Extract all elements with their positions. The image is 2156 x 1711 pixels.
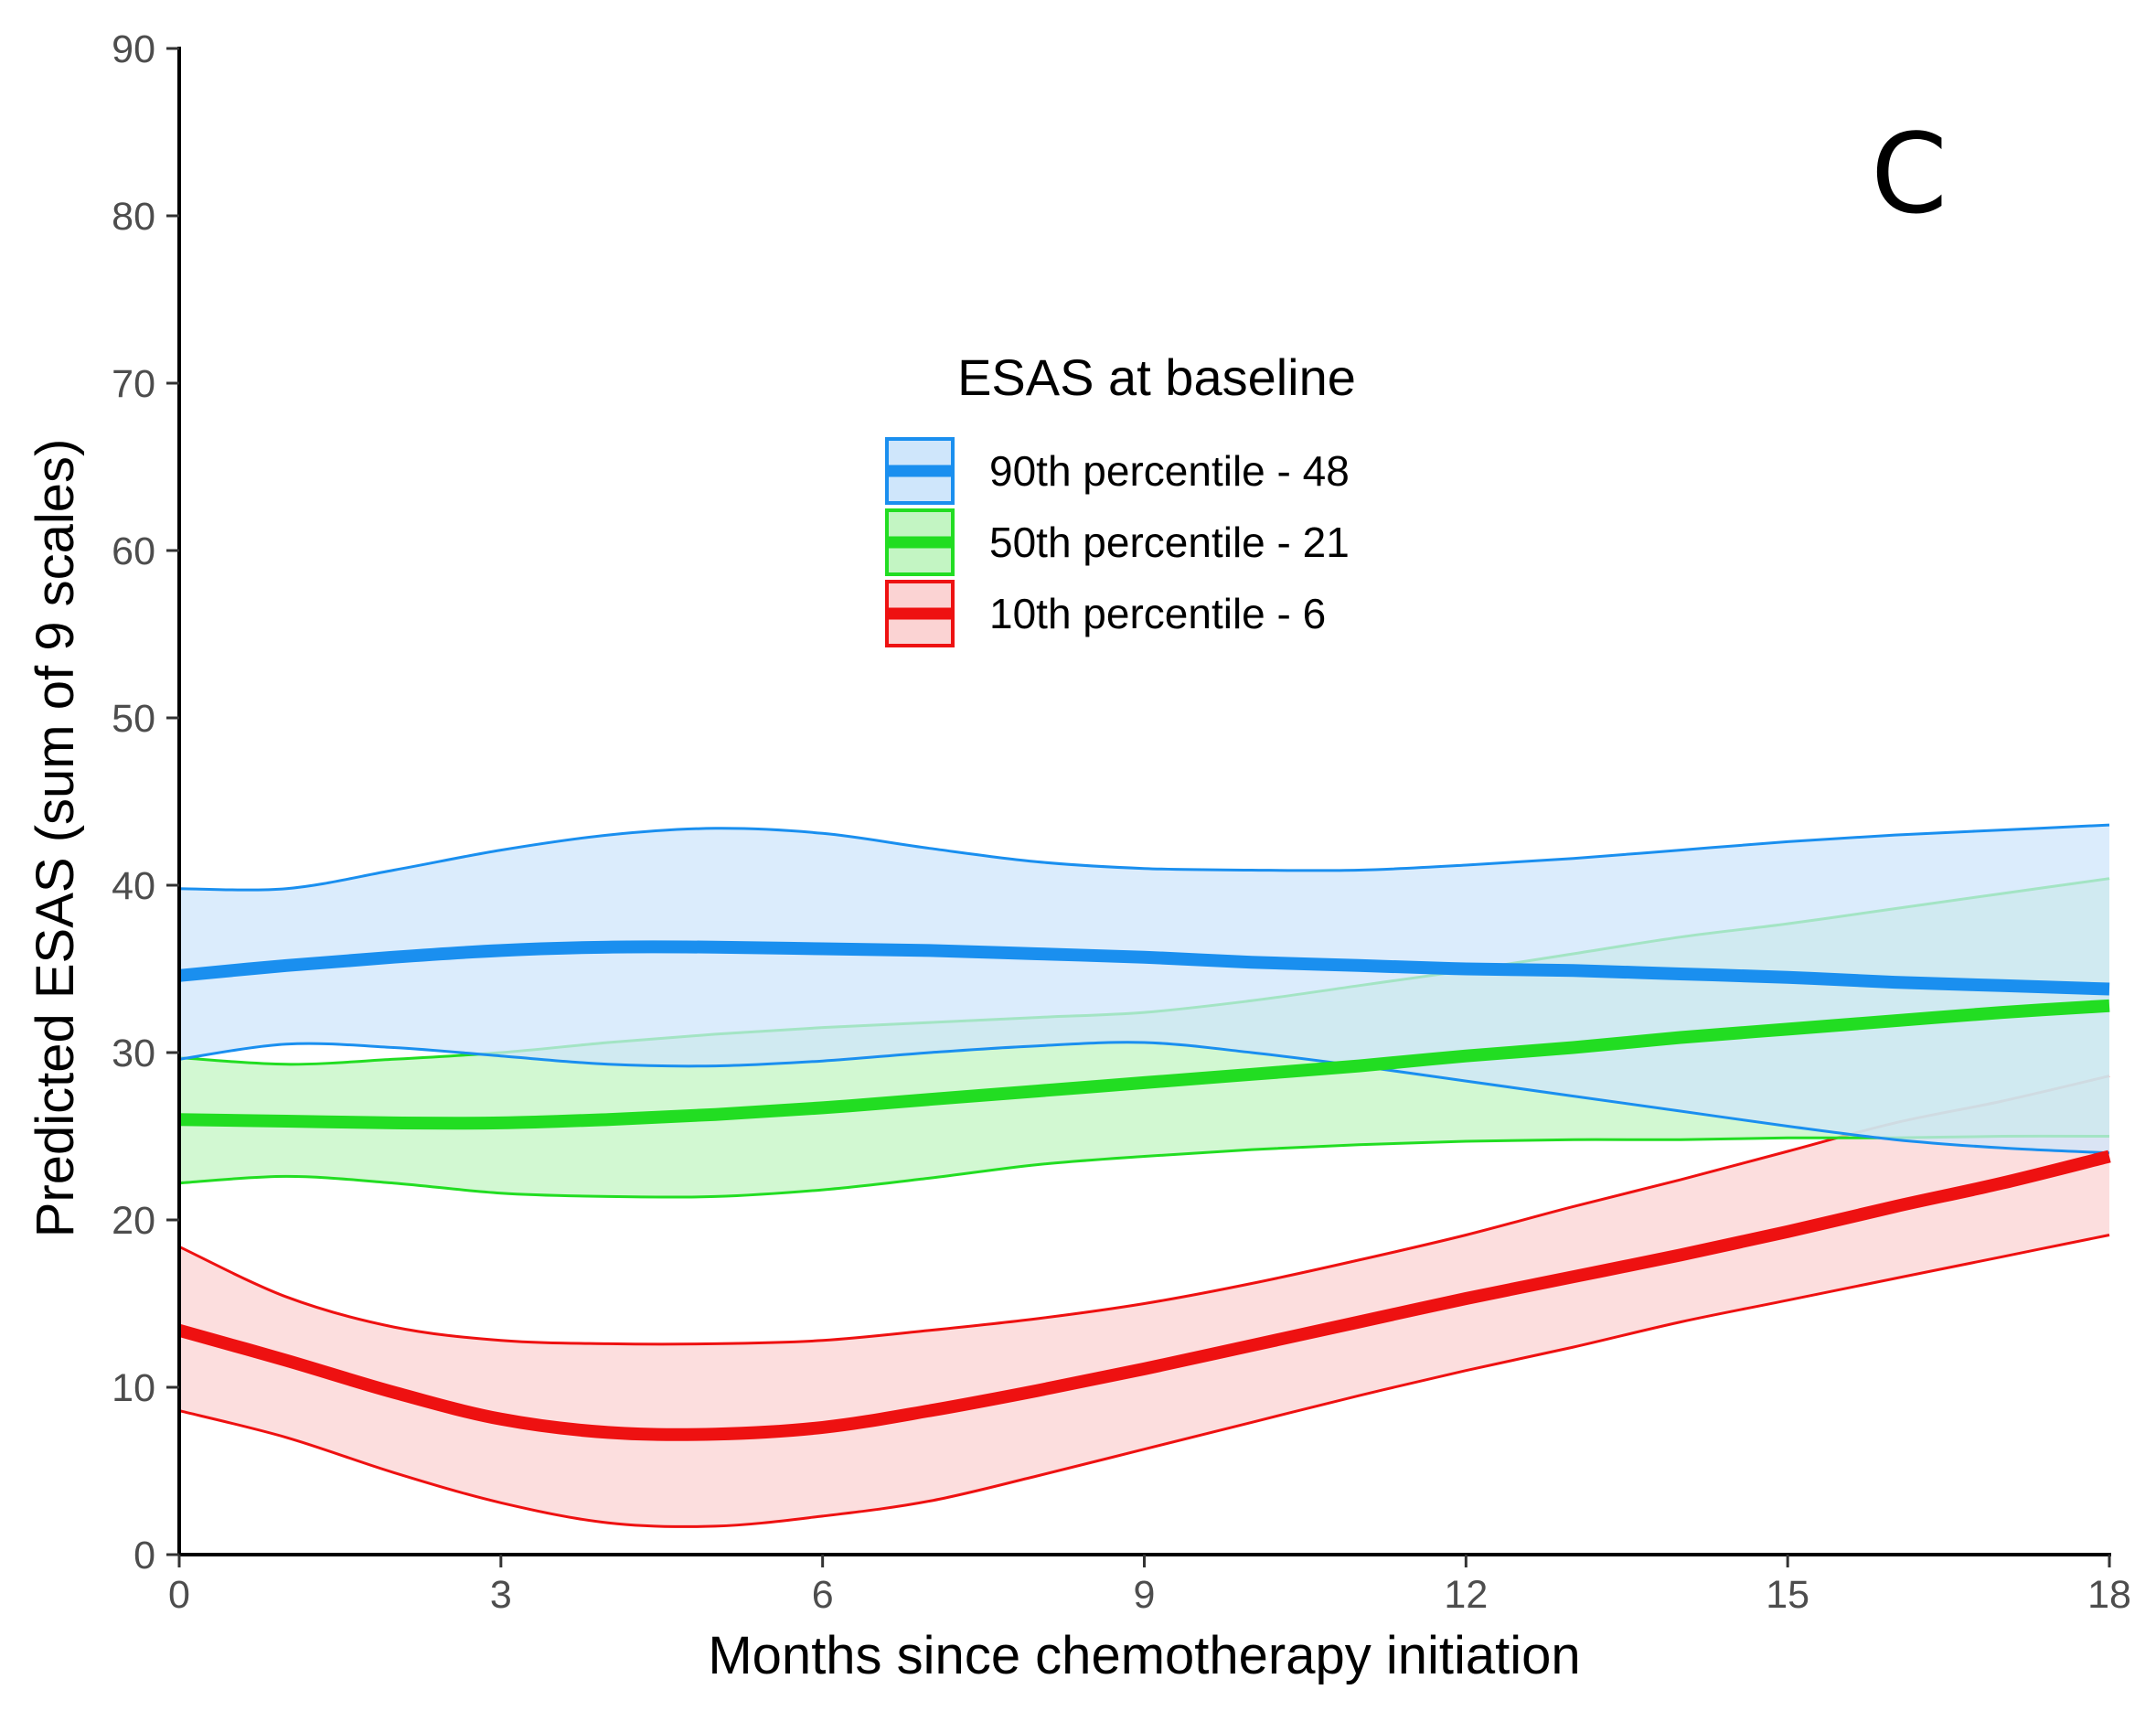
band-90th: [179, 825, 2109, 1153]
x-axis-title: Months since chemotherapy initiation: [708, 1626, 1580, 1685]
y-axis-title: Predicted ESAS (sum of 9 scales): [26, 439, 85, 1238]
x-tick-label: 6: [812, 1573, 834, 1617]
legend: ESAS at baseline 90th percentile - 48 50th…: [885, 348, 1356, 647]
y-tick-label: 60: [112, 529, 155, 573]
y-tick-label: 70: [112, 362, 155, 406]
series-line-10th: [177, 1150, 2111, 1441]
legend-label-10th: 10th percentile - 6: [989, 590, 1326, 637]
y-tick-label: 20: [112, 1199, 155, 1243]
x-tick-label: 12: [1444, 1573, 1488, 1617]
band-upper-10th: [178, 1075, 2110, 1346]
band-upper-90th: [178, 823, 2110, 892]
x-tick-label: 9: [1134, 1573, 1156, 1617]
y-tick-label: 40: [112, 864, 155, 908]
y-tick-label: 10: [112, 1366, 155, 1410]
band-lower-50th: [178, 1134, 2110, 1199]
series-line-50th: [178, 999, 2110, 1130]
band-10th: [179, 1075, 2109, 1527]
y-tick-label: 50: [112, 697, 155, 741]
legend-title: ESAS at baseline: [957, 348, 1356, 406]
legend-label-90th: 90th percentile - 48: [989, 447, 1350, 495]
axes: 0 10 20 30 40 50 60 70 80 90 0 3 6 9 12 15 18 Months sinc…: [26, 27, 2131, 1685]
y-tick-label: 80: [112, 195, 155, 239]
panel-label: C: [1871, 112, 1948, 239]
series-line-90th: [178, 940, 2110, 996]
x-tick-label: 0: [168, 1573, 190, 1617]
band-lower-90th: [178, 1041, 2110, 1155]
legend-label-50th: 50th percentile - 21: [989, 519, 1350, 566]
band-lower-10th: [178, 1234, 2110, 1528]
x-tick-label: 3: [490, 1573, 512, 1617]
y-tick-label: 30: [112, 1032, 155, 1075]
confidence-bands: [178, 823, 2110, 1528]
y-tick-label: 0: [133, 1534, 155, 1577]
x-tick-label: 18: [2087, 1573, 2131, 1617]
series-lines: [177, 940, 2111, 1441]
x-tick-label: 15: [1766, 1573, 1809, 1617]
y-tick-label: 90: [112, 27, 155, 71]
